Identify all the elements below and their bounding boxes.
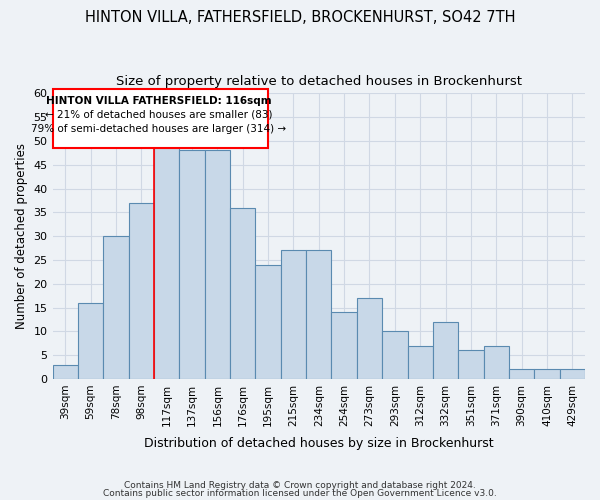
Bar: [382, 332, 407, 379]
Text: HINTON VILLA, FATHERSFIELD, BROCKENHURST, SO42 7TH: HINTON VILLA, FATHERSFIELD, BROCKENHURST…: [85, 10, 515, 25]
Bar: [484, 346, 509, 379]
Bar: [103, 236, 128, 379]
Bar: [128, 203, 154, 379]
Bar: [433, 322, 458, 379]
Bar: [458, 350, 484, 379]
Title: Size of property relative to detached houses in Brockenhurst: Size of property relative to detached ho…: [116, 75, 522, 88]
Bar: [357, 298, 382, 379]
Text: Contains HM Land Registry data © Crown copyright and database right 2024.: Contains HM Land Registry data © Crown c…: [124, 480, 476, 490]
Bar: [306, 250, 331, 379]
Y-axis label: Number of detached properties: Number of detached properties: [15, 143, 28, 329]
Bar: [230, 208, 256, 379]
Text: Contains public sector information licensed under the Open Government Licence v3: Contains public sector information licen…: [103, 489, 497, 498]
Bar: [331, 312, 357, 379]
Text: 79% of semi-detached houses are larger (314) →: 79% of semi-detached houses are larger (…: [31, 124, 287, 134]
Bar: [53, 364, 78, 379]
Bar: [560, 370, 585, 379]
X-axis label: Distribution of detached houses by size in Brockenhurst: Distribution of detached houses by size …: [144, 437, 494, 450]
Bar: [407, 346, 433, 379]
Bar: [179, 150, 205, 379]
Text: ← 21% of detached houses are smaller (83): ← 21% of detached houses are smaller (83…: [45, 110, 273, 120]
Bar: [281, 250, 306, 379]
Bar: [205, 150, 230, 379]
Bar: [256, 264, 281, 379]
Bar: [154, 141, 179, 379]
Bar: [509, 370, 534, 379]
FancyBboxPatch shape: [53, 88, 268, 148]
Text: HINTON VILLA FATHERSFIELD: 116sqm: HINTON VILLA FATHERSFIELD: 116sqm: [46, 96, 272, 106]
Bar: [534, 370, 560, 379]
Bar: [78, 303, 103, 379]
